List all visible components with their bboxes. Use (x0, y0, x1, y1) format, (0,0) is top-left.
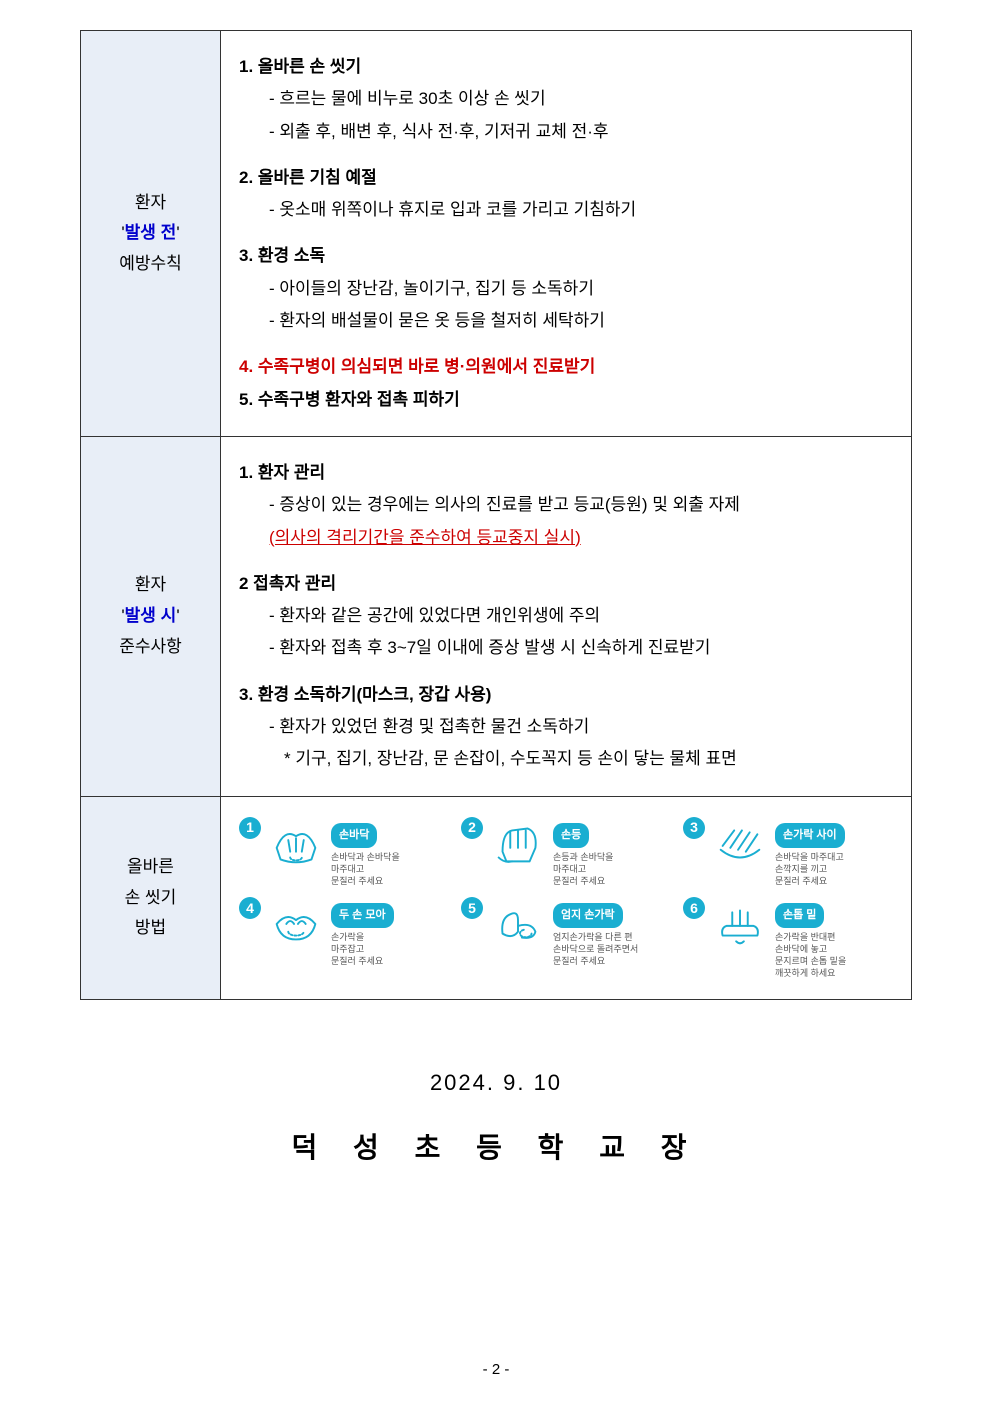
step-text-column: 손가락 사이손바닥을 마주대고 손깍지를 끼고 문질러 주세요 (775, 817, 893, 887)
hand-illustration-icon (711, 817, 769, 869)
table-row: 올바른 손 씻기 방법 1손바닥손바닥과 손바닥을 마주대고 문질러 주세요2손… (81, 796, 912, 1000)
handwash-step-2: 2 손등손등과 손바닥을 마주대고 문질러 주세요 (461, 817, 671, 887)
bullet: - 증상이 있는 경우에는 의사의 진료를 받고 등교(등원) 및 외출 자제 (239, 489, 893, 521)
content-handwash: 1 손바닥손바닥과 손바닥을 마주대고 문질러 주세요 2 손등손등과 손바닥을 마주… (221, 796, 912, 1000)
step-description: 손가락을 마주잡고 문질러 주세요 (331, 931, 449, 967)
label-text: '발생 전' (99, 218, 202, 249)
label-text: 손 씻기 (99, 883, 202, 914)
content-before-outbreak: 1. 올바른 손 씻기 - 흐르는 물에 비누로 30초 이상 손 씻기 - 외… (221, 31, 912, 437)
heading: 2 접촉자 관리 (239, 568, 893, 600)
step-title-pill: 손바닥 (331, 823, 377, 848)
heading: 1. 환자 관리 (239, 457, 893, 489)
step-title-pill: 손가락 사이 (775, 823, 845, 848)
bullet: - 아이들의 장난감, 놀이기구, 집기 등 소독하기 (239, 273, 893, 305)
label-text: 환자 (99, 188, 202, 219)
heading: 5. 수족구병 환자와 접촉 피하기 (239, 384, 893, 416)
handwash-grid: 1 손바닥손바닥과 손바닥을 마주대고 문질러 주세요 2 손등손등과 손바닥을 마주… (239, 817, 893, 980)
label-text: 준수사항 (99, 632, 202, 663)
step-text-column: 손바닥손바닥과 손바닥을 마주대고 문질러 주세요 (331, 817, 449, 887)
step-text-column: 손등손등과 손바닥을 마주대고 문질러 주세요 (553, 817, 671, 887)
hand-illustration-icon (267, 817, 325, 869)
handwash-step-5: 5 엄지 손가락엄지손가락을 다른 편 손바닥으로 돌려주면서 문질러 주세요 (461, 897, 671, 979)
heading: 2. 올바른 기침 예절 (239, 162, 893, 194)
heading: 1. 올바른 손 씻기 (239, 51, 893, 83)
label-text: 방법 (99, 913, 202, 944)
step-number-badge: 1 (239, 817, 261, 839)
step-number-badge: 4 (239, 897, 261, 919)
step-title-pill: 손등 (553, 823, 589, 848)
step-title-pill: 손톱 밑 (775, 903, 824, 928)
bullet: - 옷소매 위쪽이나 휴지로 입과 코를 가리고 기침하기 (239, 194, 893, 226)
document-date: 2024. 9. 10 (80, 1070, 912, 1096)
step-number-badge: 6 (683, 897, 705, 919)
table-row: 환자 '발생 시' 준수사항 1. 환자 관리 - 증상이 있는 경우에는 의사… (81, 436, 912, 796)
school-principal: 덕 성 초 등 학 교 장 (80, 1126, 912, 1166)
page-number: - 2 - (0, 1361, 992, 1378)
heading: 3. 환경 소독하기(마스크, 장갑 사용) (239, 679, 893, 711)
bullet: - 환자와 접촉 후 3~7일 이내에 증상 발생 시 신속하게 진료받기 (239, 632, 893, 664)
main-table: 환자 '발생 전' 예방수칙 1. 올바른 손 씻기 - 흐르는 물에 비누로 … (80, 30, 912, 1000)
handwash-step-1: 1 손바닥손바닥과 손바닥을 마주대고 문질러 주세요 (239, 817, 449, 887)
step-number-badge: 5 (461, 897, 483, 919)
bullet: - 환자의 배설물이 묻은 옷 등을 철저히 세탁하기 (239, 305, 893, 337)
hand-illustration-icon (267, 897, 325, 949)
label-text: '발생 시' (99, 601, 202, 632)
bullet: - 환자가 있었던 환경 및 접촉한 물건 소독하기 (239, 711, 893, 743)
heading-red: 4. 수족구병이 의심되면 바로 병·의원에서 진료받기 (239, 351, 893, 383)
label-before-outbreak: 환자 '발생 전' 예방수칙 (81, 31, 221, 437)
step-description: 엄지손가락을 다른 편 손바닥으로 돌려주면서 문질러 주세요 (553, 931, 671, 967)
label-text: 예방수칙 (99, 249, 202, 280)
step-title-pill: 엄지 손가락 (553, 903, 623, 928)
step-description: 손등과 손바닥을 마주대고 문질러 주세요 (553, 851, 671, 887)
step-number-badge: 3 (683, 817, 705, 839)
handwash-step-6: 6 손톱 밑손가락을 반대편 손바닥에 놓고 문지르며 손톱 밑을 깨끗하게 하세… (683, 897, 893, 979)
bullet-red-underline: (의사의 격리기간을 준수하여 등교중지 실시) (239, 522, 893, 554)
hand-illustration-icon (489, 897, 547, 949)
handwash-step-3: 3 손가락 사이손바닥을 마주대고 손깍지를 끼고 문질러 주세요 (683, 817, 893, 887)
step-description: 손바닥과 손바닥을 마주대고 문질러 주세요 (331, 851, 449, 887)
table-row: 환자 '발생 전' 예방수칙 1. 올바른 손 씻기 - 흐르는 물에 비누로 … (81, 31, 912, 437)
page: 환자 '발생 전' 예방수칙 1. 올바른 손 씻기 - 흐르는 물에 비누로 … (0, 0, 992, 1403)
bullet: - 환자와 같은 공간에 있었다면 개인위생에 주의 (239, 600, 893, 632)
content-during-outbreak: 1. 환자 관리 - 증상이 있는 경우에는 의사의 진료를 받고 등교(등원)… (221, 436, 912, 796)
step-title-pill: 두 손 모아 (331, 903, 394, 928)
bullet: - 흐르는 물에 비누로 30초 이상 손 씻기 (239, 83, 893, 115)
label-text: 올바른 (99, 852, 202, 883)
label-during-outbreak: 환자 '발생 시' 준수사항 (81, 436, 221, 796)
label-text: 환자 (99, 570, 202, 601)
label-handwash: 올바른 손 씻기 방법 (81, 796, 221, 1000)
step-description: 손바닥을 마주대고 손깍지를 끼고 문질러 주세요 (775, 851, 893, 887)
step-description: 손가락을 반대편 손바닥에 놓고 문지르며 손톱 밑을 깨끗하게 하세요 (775, 931, 893, 980)
handwash-step-4: 4 두 손 모아손가락을 마주잡고 문질러 주세요 (239, 897, 449, 979)
bullet: - 외출 후, 배변 후, 식사 전·후, 기저귀 교체 전·후 (239, 116, 893, 148)
step-text-column: 두 손 모아손가락을 마주잡고 문질러 주세요 (331, 897, 449, 967)
heading: 3. 환경 소독 (239, 240, 893, 272)
hand-illustration-icon (711, 897, 769, 949)
step-text-column: 엄지 손가락엄지손가락을 다른 편 손바닥으로 돌려주면서 문질러 주세요 (553, 897, 671, 967)
bullet-note: * 기구, 집기, 장난감, 문 손잡이, 수도꼭지 등 손이 닿는 물체 표면 (239, 743, 893, 775)
step-number-badge: 2 (461, 817, 483, 839)
step-text-column: 손톱 밑손가락을 반대편 손바닥에 놓고 문지르며 손톱 밑을 깨끗하게 하세요 (775, 897, 893, 979)
hand-illustration-icon (489, 817, 547, 869)
